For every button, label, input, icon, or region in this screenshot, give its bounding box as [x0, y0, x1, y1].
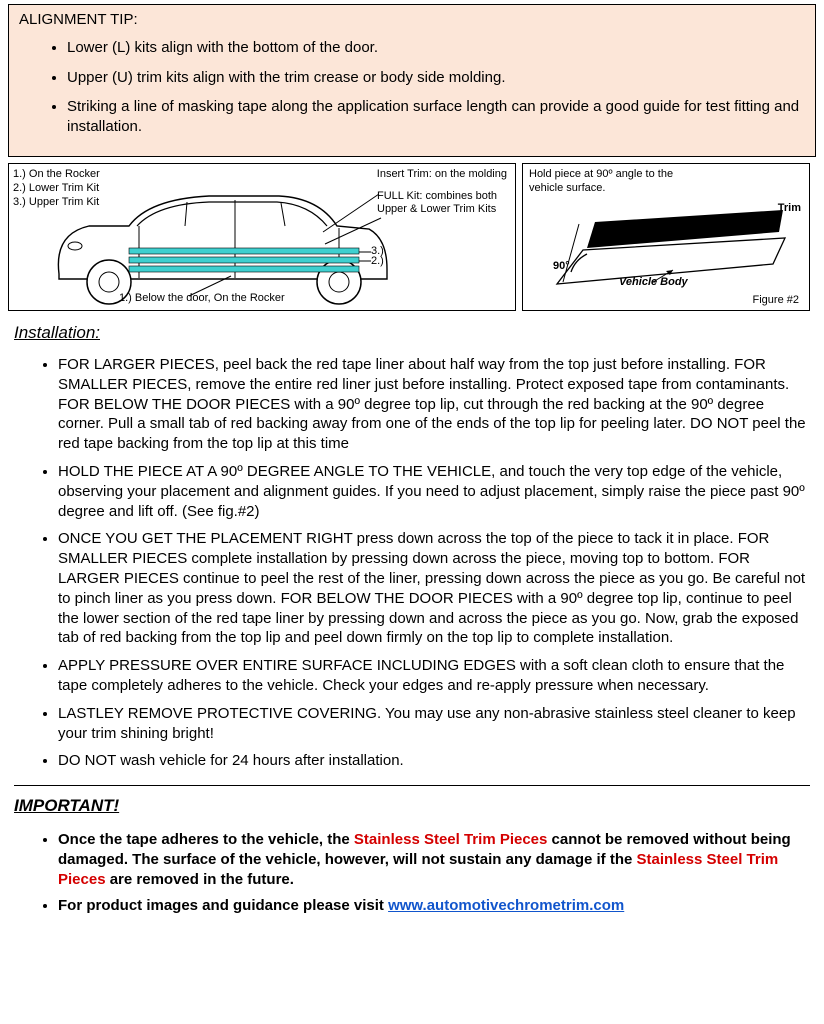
product-link[interactable]: www.automotivechrometrim.com: [388, 897, 624, 914]
angle-svg: [523, 164, 811, 312]
tip-heading: ALIGNMENT TIP:: [19, 11, 805, 28]
txt: For product images and guidance please v…: [58, 897, 388, 914]
tip-item: Striking a line of masking tape along th…: [67, 97, 805, 136]
callout-2: 2.): [371, 255, 384, 267]
angle-diagram: Hold piece at 90º angle to the vehicle s…: [522, 163, 810, 311]
angle-label: 90°: [553, 260, 570, 272]
install-item: ONCE YOU GET THE PLACEMENT RIGHT press d…: [58, 529, 806, 648]
important-list: Once the tape adheres to the vehicle, th…: [0, 830, 824, 915]
important-item: Once the tape adheres to the vehicle, th…: [58, 830, 806, 889]
red-term: Stainless Steel Trim Pieces: [354, 831, 547, 848]
installation-list: FOR LARGER PIECES, peel back the red tap…: [0, 355, 824, 771]
txt: Once the tape adheres to the vehicle, th…: [58, 831, 354, 848]
important-heading: IMPORTANT!: [14, 796, 824, 816]
trim-label: Trim: [778, 202, 801, 214]
car-diagram: 1.) On the Rocker 2.) Lower Trim Kit 3.)…: [8, 163, 516, 311]
below-door-label: 1.) Below the door, On the Rocker: [119, 292, 285, 304]
install-item: DO NOT wash vehicle for 24 hours after i…: [58, 751, 806, 771]
car-svg: [9, 164, 517, 312]
alignment-tip-box: ALIGNMENT TIP: Lower (L) kits align with…: [8, 4, 816, 157]
txt: are removed in the future.: [106, 871, 294, 888]
tip-item: Lower (L) kits align with the bottom of …: [67, 38, 805, 58]
install-item: FOR LARGER PIECES, peel back the red tap…: [58, 355, 806, 454]
figure-number: Figure #2: [753, 294, 799, 306]
section-divider: [14, 785, 810, 786]
install-item: HOLD THE PIECE AT A 90º DEGREE ANGLE TO …: [58, 462, 806, 521]
tip-list: Lower (L) kits align with the bottom of …: [19, 38, 805, 136]
important-item: For product images and guidance please v…: [58, 896, 806, 916]
vehicle-body-label: Vehicle Body: [619, 276, 688, 288]
install-item: APPLY PRESSURE OVER ENTIRE SURFACE INCLU…: [58, 656, 806, 696]
installation-heading: Installation:: [14, 323, 824, 343]
install-item: LASTLEY REMOVE PROTECTIVE COVERING. You …: [58, 704, 806, 744]
diagrams-row: 1.) On the Rocker 2.) Lower Trim Kit 3.)…: [8, 163, 816, 311]
tip-item: Upper (U) trim kits align with the trim …: [67, 68, 805, 88]
